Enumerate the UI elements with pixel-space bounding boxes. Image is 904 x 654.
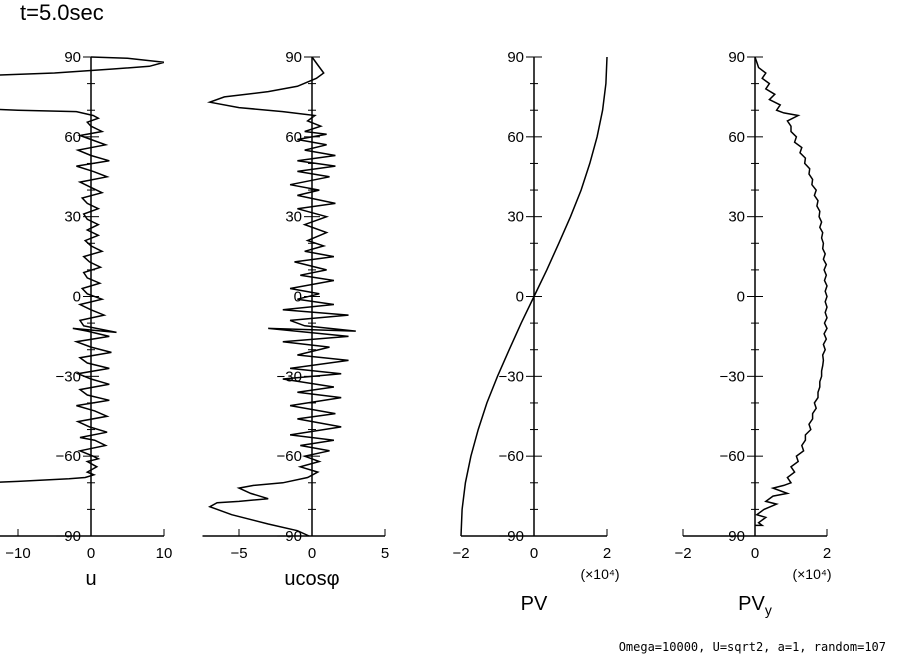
x-axis-label: PV (521, 593, 548, 615)
scale-factor-label: (×10⁴) (580, 566, 619, 582)
y-tick-label: −60 (720, 448, 745, 465)
y-tick-label: 0 (737, 289, 745, 306)
series-line (460, 56, 608, 537)
y-tick-label: −30 (277, 368, 302, 385)
x-tick-label: 0 (87, 545, 95, 562)
x-tick-label: −5 (230, 545, 247, 562)
x-tick-label: 10 (156, 545, 173, 562)
y-tick-label: 90 (285, 49, 302, 66)
y-tick-label: 60 (64, 129, 81, 146)
x-tick-label: 2 (603, 545, 611, 562)
x-tick-label: 0 (751, 545, 759, 562)
y-tick-label: 90 (64, 49, 81, 66)
ucos-panel: −90 −60 −30 0 30 60 90 −5 0 5 ucosφ (202, 49, 389, 590)
pvy-panel: −90 −60 −30 0 30 60 90 −2 0 2 PVy (×10⁴) (674, 49, 831, 618)
y-tick-label: −60 (277, 448, 302, 465)
series-line (0, 56, 164, 483)
x-axis-label-subscript: y (765, 602, 772, 618)
y-tick-label: 90 (728, 49, 745, 66)
x-tick-label: −10 (5, 545, 30, 562)
y-tick-label: −90 (499, 528, 524, 545)
y-tick-label: −90 (56, 528, 81, 545)
y-tick-label: 30 (285, 209, 302, 226)
y-tick-label: 60 (728, 129, 745, 146)
parameter-footer: Omega=10000, U=sqrt2, a=1, random=107 (619, 640, 886, 654)
y-tick-label: −90 (277, 528, 302, 545)
y-tick-label: 30 (64, 209, 81, 226)
y-tick-label: −60 (56, 448, 81, 465)
scale-factor-label: (×10⁴) (792, 566, 831, 582)
y-tick-label: 0 (73, 289, 81, 306)
x-tick-label: 2 (823, 545, 831, 562)
y-tick-label: 60 (285, 129, 302, 146)
y-tick-label: 30 (728, 209, 745, 226)
x-axis-label: u (85, 568, 96, 590)
series-line (754, 56, 828, 527)
y-tick-label: −60 (499, 448, 524, 465)
x-axis-label: PVy (738, 593, 772, 618)
y-tick-label: −30 (56, 368, 81, 385)
x-tick-label: −2 (674, 545, 691, 562)
y-tick-label: −30 (499, 368, 524, 385)
y-tick-label: 60 (507, 129, 524, 146)
pv-panel: −90 −60 −30 0 30 60 90 −2 0 2 PV (×10⁴) (452, 49, 619, 615)
x-tick-label: 5 (381, 545, 389, 562)
y-tick-label: 30 (507, 209, 524, 226)
y-tick-label: 0 (516, 289, 524, 306)
y-tick-label: −90 (720, 528, 745, 545)
x-axis-label: ucosφ (284, 568, 339, 590)
u-panel: −90 −60 −30 0 30 60 90 −10 0 10 u (0, 49, 172, 590)
x-tick-label: −2 (452, 545, 469, 562)
x-tick-label: 0 (308, 545, 316, 562)
figure-title: t=5.0sec (20, 0, 104, 25)
series-line (206, 56, 356, 537)
y-tick-label: 90 (507, 49, 524, 66)
y-tick-label: −30 (720, 368, 745, 385)
y-tick-label: 0 (294, 289, 302, 306)
x-tick-label: 0 (530, 545, 538, 562)
